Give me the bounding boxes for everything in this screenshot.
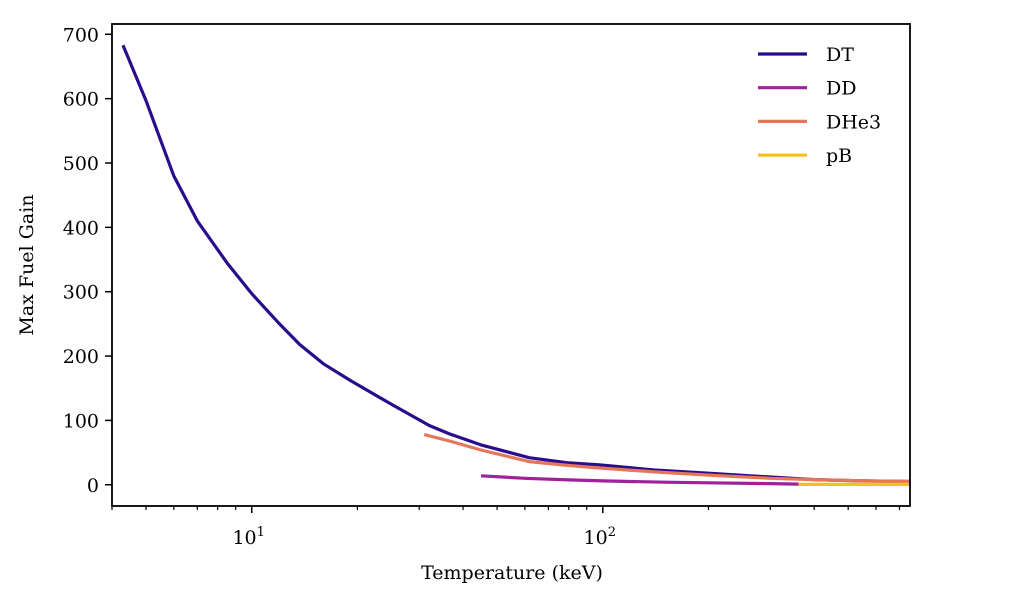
legend-label-dt: DT	[826, 44, 854, 66]
legend-label-dd: DD	[826, 78, 856, 100]
x-tick-label: 102	[584, 525, 616, 549]
series-line-dt	[121, 44, 911, 484]
legend: DT DD DHe3 pB	[758, 44, 881, 167]
y-axis-label: Max Fuel Gain	[16, 194, 38, 335]
plot-frame	[111, 23, 911, 507]
legend-label-dhe3: DHe3	[826, 111, 881, 133]
series-line-dhe3	[423, 433, 911, 484]
y-tick-label: 0	[87, 475, 99, 497]
series-line-dd	[480, 474, 799, 486]
x-tick-label: 101	[232, 525, 264, 549]
y-tick-label: 700	[63, 24, 99, 46]
plot-lines	[121, 44, 911, 486]
y-axis: 0 100 200 300 400 500 600 700	[63, 24, 112, 497]
y-tick-label: 500	[63, 153, 99, 175]
y-tick-label: 300	[63, 282, 99, 304]
x-axis: 101 102	[111, 506, 901, 549]
y-tick-label: 400	[63, 217, 99, 239]
y-tick-label: 600	[63, 89, 99, 111]
legend-label-pb: pB	[826, 145, 852, 167]
y-tick-label: 100	[63, 410, 99, 432]
x-axis-label: Temperature (keV)	[421, 562, 603, 584]
y-tick-label: 200	[63, 346, 99, 368]
